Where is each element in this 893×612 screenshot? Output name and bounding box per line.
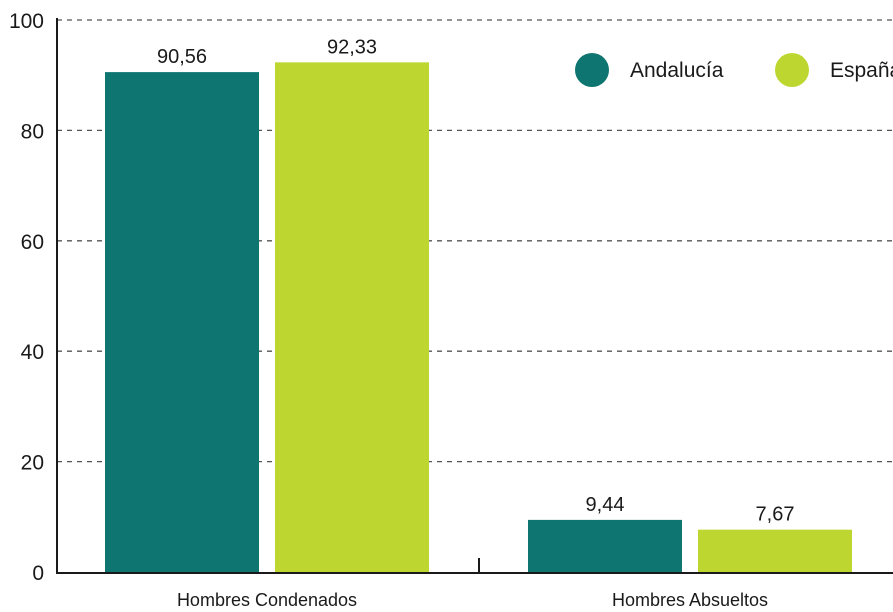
bar bbox=[105, 72, 259, 573]
y-tick-label: 40 bbox=[21, 341, 44, 364]
data-label: 92,33 bbox=[327, 36, 377, 58]
data-label: 90,56 bbox=[157, 46, 207, 68]
y-tick-label: 80 bbox=[21, 120, 44, 143]
legend-label: España bbox=[830, 59, 893, 82]
category-label: Hombres Condenados bbox=[177, 590, 357, 610]
y-tick-label: 100 bbox=[9, 10, 44, 33]
x-axis bbox=[56, 18, 893, 574]
data-label: 9,44 bbox=[586, 494, 625, 516]
bar bbox=[275, 62, 429, 572]
y-tick-label: 20 bbox=[21, 452, 44, 475]
category-label: Hombres Absueltos bbox=[612, 590, 768, 610]
value-labels: 90,56 9,44 92,33 7,67 bbox=[157, 36, 795, 525]
legend-marker bbox=[575, 53, 609, 87]
bar bbox=[528, 519, 682, 572]
legend: Andalucía España bbox=[575, 53, 893, 87]
category-labels: Hombres Condenados Hombres Absueltos bbox=[177, 590, 768, 610]
legend-marker bbox=[775, 53, 809, 87]
y-tick-label: 60 bbox=[21, 231, 44, 254]
y-tick-label: 0 bbox=[32, 562, 44, 585]
bars bbox=[105, 62, 852, 573]
data-label: 7,67 bbox=[756, 504, 795, 526]
y-axis-ticks: 0 20 40 60 80 100 bbox=[9, 10, 44, 585]
bar bbox=[698, 529, 852, 572]
legend-label: Andalucía bbox=[630, 59, 724, 82]
